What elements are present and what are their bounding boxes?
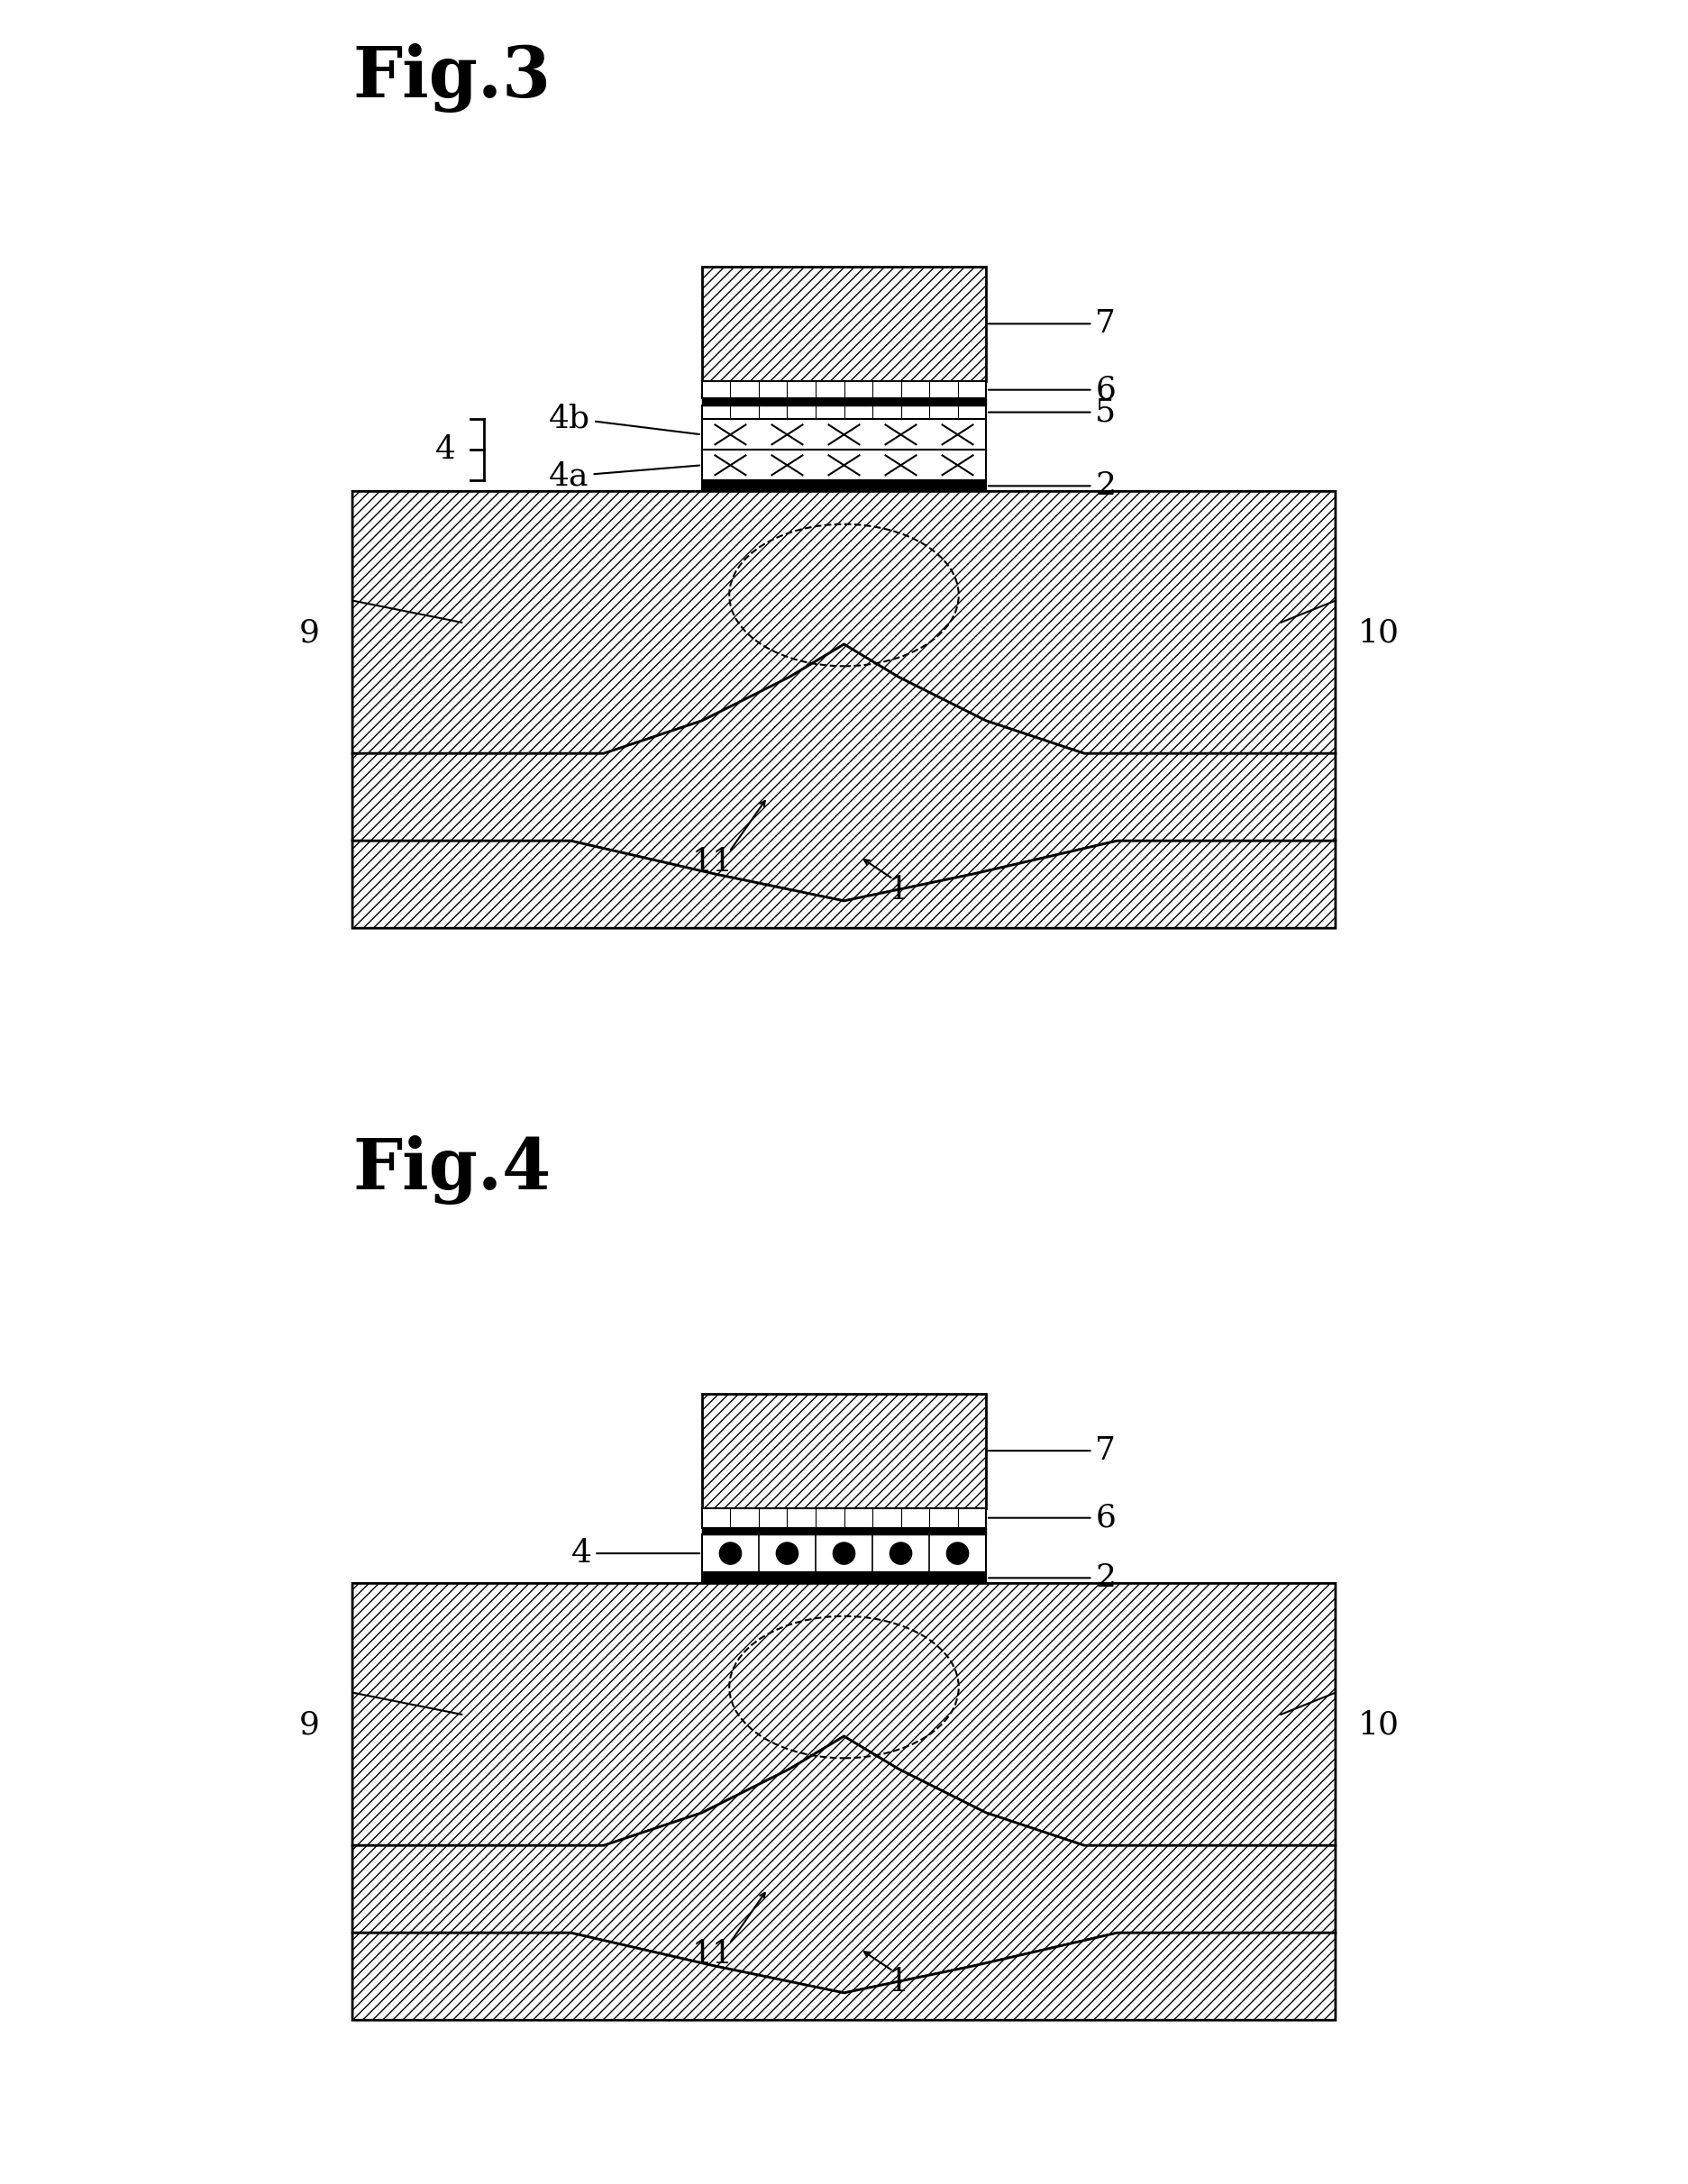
Text: 4a: 4a [549,461,699,491]
Text: 5: 5 [989,397,1116,428]
Text: 10: 10 [1357,618,1399,649]
Circle shape [719,1542,741,1564]
Text: 7: 7 [989,1435,1116,1465]
Text: 7: 7 [989,308,1116,339]
Circle shape [947,1542,969,1564]
Text: 1: 1 [888,1966,908,1998]
Bar [702,404,986,419]
Circle shape [776,1542,798,1564]
Text: 10: 10 [1357,1710,1399,1741]
Text: 11: 11 [692,1939,734,1970]
Bar [702,1529,986,1533]
Bar [702,1572,986,1583]
Text: Fig.4: Fig.4 [353,1136,550,1206]
Text: 6: 6 [989,1503,1116,1533]
Polygon shape [353,1583,1335,1845]
Bar [702,450,986,480]
Text: 2: 2 [989,1562,1116,1594]
Polygon shape [353,491,1335,753]
Text: 11: 11 [692,847,734,878]
Text: 4: 4 [436,435,456,465]
Polygon shape [353,644,1335,900]
Text: 4: 4 [571,1538,699,1568]
Bar [702,397,986,406]
Bar [702,480,986,491]
Text: 1: 1 [888,874,908,906]
Bar [702,1509,986,1529]
Bar [702,1533,986,1572]
Polygon shape [353,1933,1335,2020]
Text: 9: 9 [299,1710,319,1741]
Text: 6: 6 [989,373,1116,406]
Bar [702,380,986,397]
Polygon shape [353,1736,1335,1992]
Bar [702,266,986,380]
Text: 4b: 4b [549,402,699,435]
Bar [702,1393,986,1509]
Text: 9: 9 [299,618,319,649]
Text: Fig.3: Fig.3 [353,44,550,114]
Polygon shape [353,841,1335,928]
Circle shape [890,1542,912,1564]
Bar [702,419,986,450]
Circle shape [834,1542,854,1564]
Text: 2: 2 [989,470,1116,502]
